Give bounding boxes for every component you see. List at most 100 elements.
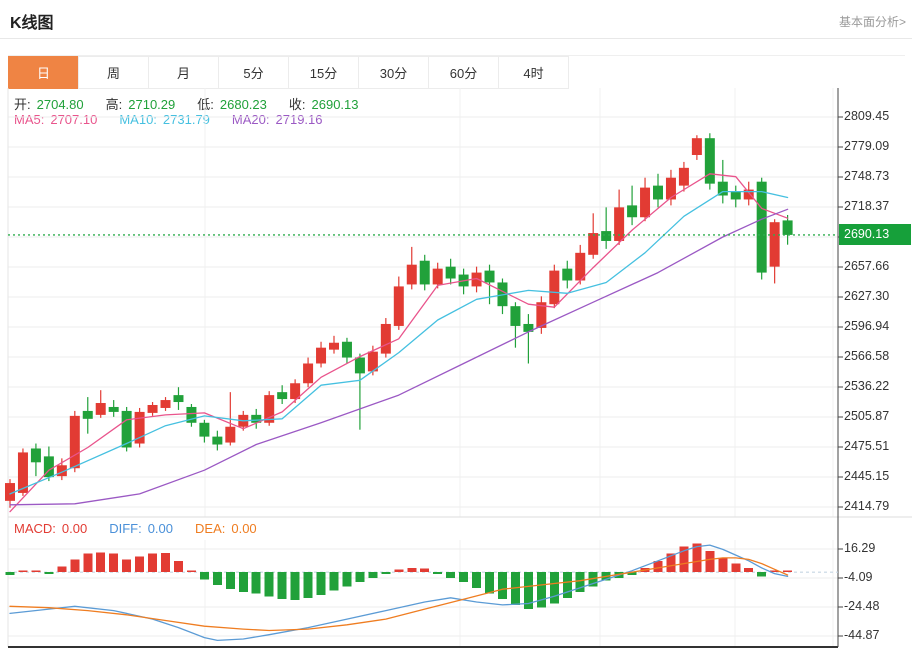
macd-bar — [212, 572, 222, 585]
legend-label: 低: — [197, 97, 214, 112]
legend-item: 开: 2704.80 — [14, 97, 90, 112]
legend-item: 高: 2710.29 — [106, 97, 182, 112]
price-tick-label: 2475.51 — [844, 438, 890, 453]
candle-body — [536, 302, 547, 328]
legend-value: 2707.10 — [50, 112, 98, 127]
macd-tick-label: -44.87 — [844, 627, 880, 642]
macd-bar — [718, 557, 728, 573]
candle-body — [432, 268, 443, 285]
candle-body — [665, 177, 676, 200]
macd-bar — [109, 553, 119, 573]
candle-body — [627, 205, 638, 218]
legend-label: MA5: — [14, 112, 45, 127]
macd-bar — [575, 572, 585, 593]
macd-bar — [653, 560, 663, 573]
legend-label: DIFF: — [109, 521, 142, 536]
price-tick-label: 2536.22 — [844, 378, 890, 393]
macd-bar — [225, 572, 235, 590]
legend-item: MA10: 2731.79 — [119, 112, 216, 127]
candle-body — [562, 268, 573, 281]
candle-body — [316, 347, 327, 364]
tab-period-4[interactable]: 15分 — [288, 56, 359, 89]
candle-body — [341, 341, 352, 358]
macd-bar — [783, 570, 793, 573]
candle-body — [82, 410, 93, 419]
macd-bar — [329, 572, 339, 591]
macd-bar — [705, 550, 715, 573]
legend-value: 0.00 — [231, 521, 257, 536]
tab-period-2[interactable]: 月 — [148, 56, 219, 89]
tab-period-3[interactable]: 5分 — [218, 56, 289, 89]
macd-bar — [148, 553, 158, 573]
candle-body — [510, 306, 521, 326]
macd-bar — [199, 572, 209, 580]
candle-body — [303, 363, 314, 384]
candle-body — [5, 483, 15, 501]
legend-value: 2690.13 — [311, 97, 359, 112]
macd-bar — [627, 572, 637, 576]
tab-period-7[interactable]: 4时 — [498, 56, 569, 89]
macd-bar — [238, 572, 248, 593]
macd-histogram — [5, 543, 793, 610]
macd-bar — [770, 570, 780, 573]
macd-bar — [549, 572, 559, 604]
candle-body — [445, 266, 456, 279]
macd-bar — [757, 572, 767, 577]
macd-bar — [44, 572, 54, 574]
candle-body — [782, 220, 793, 235]
legend-value: 2719.16 — [275, 112, 323, 127]
macd-bar — [510, 572, 520, 605]
legend-item: MACD: 0.00 — [14, 521, 93, 536]
macd-bar — [173, 560, 183, 573]
price-tick-label: 2566.58 — [844, 348, 890, 363]
ma20-line — [9, 208, 789, 506]
legend-item: MA5: 2707.10 — [14, 112, 103, 127]
price-tick-label: 2779.09 — [844, 139, 890, 153]
macd-tick-label: -24.48 — [844, 598, 880, 613]
macd-bar — [316, 572, 326, 595]
macd-bar — [497, 572, 507, 600]
legend-label: 高: — [105, 97, 123, 112]
macd-tick-label: 16.29 — [844, 541, 876, 555]
legend-label: MACD: — [14, 521, 56, 536]
candle-body — [601, 231, 612, 241]
tab-period-5[interactable]: 30分 — [358, 56, 429, 89]
macd-bar — [161, 552, 171, 573]
tab-period-0[interactable]: 日 — [8, 56, 79, 89]
diff-line — [9, 544, 789, 642]
grid-layer — [7, 88, 912, 648]
dea-line — [9, 557, 789, 632]
macd-bar — [70, 559, 80, 573]
candle-body — [588, 233, 599, 255]
candle-body — [30, 448, 41, 463]
fundamental-analysis-link[interactable]: 基本面分析> — [838, 15, 906, 29]
candle-body — [290, 383, 301, 400]
macd-bar — [264, 572, 274, 597]
macd-bar — [666, 553, 676, 573]
tab-period-6[interactable]: 60分 — [428, 56, 499, 89]
macd-bar — [251, 572, 261, 594]
candle-body — [108, 406, 119, 412]
candle-body — [393, 286, 404, 326]
candle-body — [484, 270, 495, 283]
macd-bar — [57, 566, 67, 573]
candle-body — [419, 260, 430, 285]
macd-bar — [5, 572, 15, 576]
candle-body — [147, 404, 158, 413]
macd-tick-label: -4.09 — [844, 569, 873, 584]
macd-legend: MACD: 0.00 DIFF: 0.00 DEA: 0.00 — [14, 521, 279, 536]
price-tick-label: 2505.87 — [844, 408, 890, 423]
title-bar: K线图 基本面分析> — [0, 0, 912, 39]
macd-bar — [31, 570, 41, 573]
legend-item: 收: 2690.13 — [289, 97, 365, 112]
macd-bar — [394, 569, 404, 573]
price-tick-label: 2657.66 — [844, 258, 890, 273]
candle-body — [225, 426, 236, 443]
candlestick-layer — [5, 133, 793, 508]
price-tick-label: 2627.30 — [844, 288, 890, 303]
macd-bar — [122, 559, 132, 573]
legend-value: 2731.79 — [162, 112, 210, 127]
legend-label: MA10: — [119, 112, 157, 127]
